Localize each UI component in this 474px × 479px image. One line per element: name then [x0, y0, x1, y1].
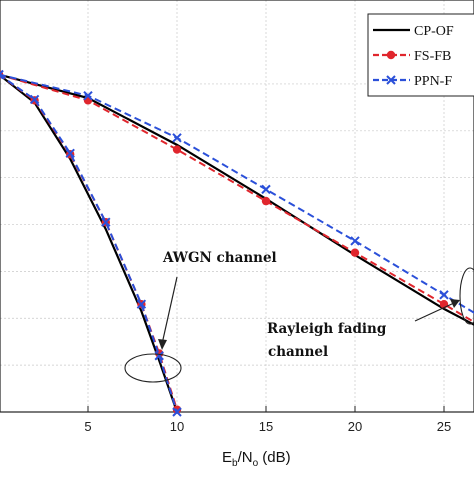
- series-ppn-f: [0, 69, 474, 417]
- data-point-x-stroke: [65, 148, 75, 159]
- data-point-x: [83, 90, 93, 101]
- data-point-circle: [172, 145, 182, 154]
- data-point-x: [172, 407, 182, 417]
- data-point-x-stroke: [439, 290, 449, 300]
- xlabel-sub-b: b: [232, 458, 238, 469]
- legend-entry: PPN-F: [373, 74, 452, 89]
- series-cp-of: [0, 73, 474, 413]
- x-tick-label: 20: [348, 419, 362, 434]
- plot-frame: [0, 0, 474, 413]
- legend-marker: [386, 50, 396, 60]
- data-point-x: [29, 94, 40, 105]
- annotation-rayleigh-line1: Rayleigh fading: [267, 321, 387, 337]
- data-point-x-stroke: [172, 407, 182, 417]
- annotation-rayleigh-line2: channel: [268, 344, 328, 360]
- x-tick-label: 15: [259, 419, 273, 434]
- data-point-x: [261, 184, 271, 195]
- data-point-x-stroke: [0, 69, 4, 75]
- data-point-x: [350, 236, 360, 246]
- series-fs-fb: [0, 70, 474, 414]
- data-point-x-stroke: [83, 90, 93, 101]
- legend-entry: FS-FB: [373, 49, 451, 64]
- xlabel-e: E: [222, 449, 232, 466]
- x-axis-label: Eb/No (dB): [222, 449, 291, 469]
- data-point-x: [101, 217, 111, 227]
- legend-marker: [386, 75, 396, 85]
- xlabel-unit: (dB): [258, 449, 291, 466]
- grid-layer: [0, 0, 474, 412]
- x-tick-label: 25: [437, 419, 451, 434]
- data-point-x: [65, 148, 75, 159]
- data-point-x: [0, 69, 4, 80]
- data-point-x: [172, 133, 182, 143]
- data-point-x-stroke: [136, 299, 147, 309]
- rayleigh-arrow-line: [414, 302, 455, 322]
- annotation-awgn: AWGN channel: [162, 250, 277, 266]
- legend-label: CP-OF: [414, 24, 454, 39]
- data-point-x-stroke: [350, 236, 360, 246]
- data-point-x-stroke: [154, 351, 164, 361]
- awgn-arrow-line: [161, 276, 178, 345]
- data-point-x: [154, 351, 164, 361]
- series-line: [0, 73, 474, 324]
- rayleigh-ellipse: [459, 267, 474, 325]
- data-point-x: [136, 299, 147, 309]
- data-point-x-stroke: [29, 94, 40, 105]
- data-point-x-stroke: [261, 184, 271, 195]
- legend: CP-OF FS-FB PPN-F: [367, 13, 474, 97]
- data-point-x-stroke: [101, 217, 111, 227]
- series-layer: [0, 69, 474, 417]
- xlabel-n: /N: [238, 449, 253, 466]
- xlabel-sub-o: o: [253, 458, 259, 469]
- x-tick-label: 5: [84, 419, 91, 434]
- legend-label: FS-FB: [414, 49, 451, 64]
- legend-label: PPN-F: [414, 74, 452, 89]
- data-point-circle: [350, 248, 360, 257]
- legend-entries: CP-OF FS-FB PPN-F: [373, 24, 454, 89]
- x-tick-label: 10: [170, 419, 184, 434]
- data-point-x-stroke: [0, 74, 4, 80]
- data-point-x: [439, 290, 449, 300]
- legend-entry: CP-OF: [373, 24, 454, 39]
- awgn-ellipse: [124, 353, 182, 383]
- rayleigh-arrow-head: [450, 299, 460, 308]
- annotation-layer: AWGN channel Rayleigh fading channel: [124, 250, 474, 383]
- x-ticks: 5 10 15 20 25: [84, 406, 451, 434]
- data-point-x-stroke: [172, 133, 182, 143]
- axes-layer: [0, 0, 474, 413]
- series-line: [0, 73, 474, 326]
- awgn-arrow-head: [158, 339, 167, 350]
- data-point-circle: [261, 196, 271, 206]
